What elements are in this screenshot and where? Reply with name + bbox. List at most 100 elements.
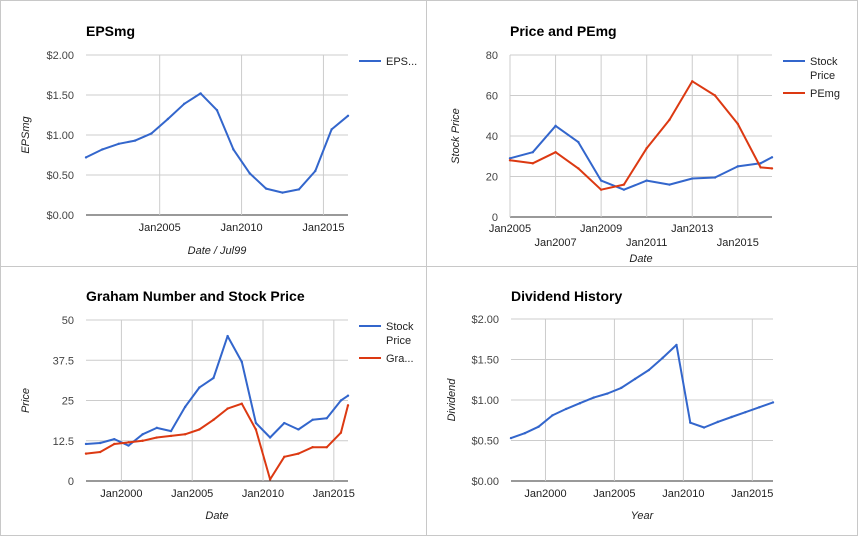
data-point [606, 392, 609, 395]
x-tick-label: Jan2015 [731, 488, 773, 500]
eps-chart: EPSmg $0.00 $0.50 $1.00 $1.50 $2.00 Jan2005 Jan… [20, 23, 417, 257]
data-point [150, 132, 153, 135]
data-point [577, 167, 580, 170]
x-tick-label: Jan2005 [489, 223, 531, 235]
legend-label-0: Stock Price [386, 321, 414, 347]
data-point [330, 128, 333, 131]
data-point [645, 179, 648, 182]
data-point [325, 417, 328, 420]
data-point [183, 433, 187, 436]
data-point [268, 478, 272, 481]
data-point [248, 172, 251, 175]
data-point [599, 188, 603, 191]
data-point [592, 396, 595, 399]
data-point [551, 414, 554, 417]
data-point [212, 418, 215, 422]
price-pe-chart-panel: Price and PEmg 0 20 40 60 80 Jan2005 Jan2009 Jan… [426, 0, 858, 268]
legend-label-1: PEmg [810, 88, 840, 100]
data-point [771, 401, 775, 404]
data-point [675, 343, 678, 347]
x-tick-label: Jan2010 [220, 222, 262, 234]
data-point [166, 117, 170, 121]
data-point [531, 162, 534, 165]
price-pe-chart: Price and PEmg 0 20 40 60 80 Jan2005 Jan2009 Jan… [450, 23, 840, 265]
x-tick-label: Jan2000 [524, 488, 566, 500]
data-point [240, 402, 243, 405]
data-point [314, 169, 317, 173]
x-tick-label: Jan2009 [580, 223, 622, 235]
data-point [346, 394, 350, 397]
y-tick-label: 80 [486, 50, 498, 62]
data-point [268, 436, 272, 439]
x-axis-label: Date [629, 253, 652, 265]
chart-title: EPSmg [86, 23, 135, 39]
series-line-1 [85, 402, 349, 481]
y-tick-label: $0.50 [471, 436, 499, 448]
data-point [98, 450, 102, 454]
data-point [101, 148, 104, 151]
series-line-0 [85, 335, 349, 447]
data-point [531, 151, 534, 154]
data-point [155, 436, 159, 439]
data-point [759, 166, 762, 169]
data-point [169, 429, 173, 433]
data-point [736, 165, 740, 168]
data-point [183, 405, 187, 409]
dividend-chart: Dividend History $0.00 $0.50 $1.00 $1.50 $2.0… [446, 288, 775, 522]
data-point [744, 410, 747, 414]
x-tick-label: Jan2015 [302, 222, 344, 234]
data-point [297, 188, 301, 191]
data-point [325, 445, 328, 449]
data-point [716, 420, 720, 424]
data-point [198, 386, 201, 389]
x-tick-label: Jan2005 [171, 488, 213, 500]
x-tick-label: Jan2015 [717, 237, 759, 249]
data-point [198, 428, 201, 431]
data-point [113, 442, 116, 446]
x-axis-label: Date / Jul99 [188, 245, 247, 257]
data-point [117, 142, 120, 145]
y-tick-label: $0.00 [46, 210, 74, 222]
data-point [254, 428, 258, 431]
y-axis-label: Price [20, 388, 32, 413]
x-tick-label: Jan2013 [671, 223, 713, 235]
data-point [339, 431, 343, 434]
chart-title: Dividend History [511, 288, 622, 304]
graham-chart-panel: Graham Number and Stock Price 0 12.5 25 37.5… [0, 266, 428, 536]
x-tick-label: Jan2005 [593, 488, 635, 500]
data-point [215, 109, 219, 112]
y-tick-label: $1.50 [471, 355, 499, 367]
y-tick-label: 12.5 [53, 436, 74, 448]
data-point [283, 455, 286, 459]
data-point [668, 183, 671, 186]
data-point [264, 187, 268, 190]
data-point [577, 140, 580, 144]
y-axis-label: Stock Price [450, 108, 462, 164]
data-point [226, 407, 229, 410]
y-tick-label: $2.00 [471, 314, 499, 326]
data-point [622, 188, 626, 191]
data-point [84, 156, 88, 159]
legend-label-0: Stock Price [810, 56, 838, 82]
data-point [346, 114, 350, 118]
data-point [127, 444, 130, 447]
y-tick-label: 37.5 [53, 355, 74, 367]
data-point [713, 176, 717, 179]
data-point [713, 94, 717, 97]
eps-chart-panel: EPSmg $0.00 $0.50 $1.00 $1.50 $2.00 Jan2005 Jan… [0, 0, 428, 268]
x-tick-label: Jan2005 [139, 222, 181, 234]
data-point [339, 399, 343, 402]
data-point [508, 159, 512, 162]
data-point [554, 151, 557, 154]
x-tick-label: Jan2007 [534, 237, 576, 249]
data-point [84, 452, 88, 455]
data-point [183, 102, 186, 106]
y-tick-label: $1.00 [46, 130, 74, 142]
data-point [758, 406, 761, 409]
y-tick-label: $0.00 [471, 476, 499, 488]
legend-label-1: Gra... [386, 353, 414, 365]
data-point [633, 377, 637, 381]
data-point [141, 439, 144, 442]
x-tick-label: Jan2010 [662, 488, 704, 500]
y-tick-label: 60 [486, 91, 498, 103]
